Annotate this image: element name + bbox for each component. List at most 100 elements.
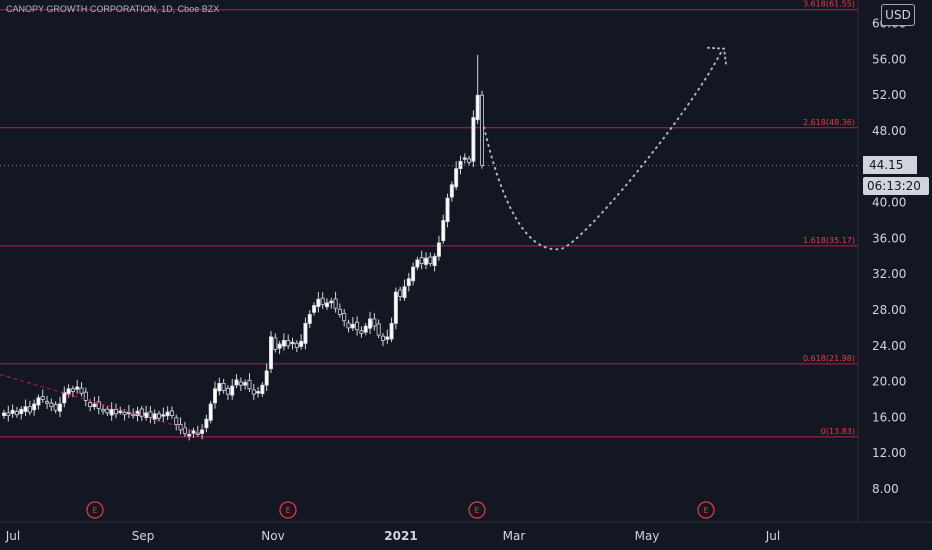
- price-tick-label: 40.00: [872, 196, 906, 210]
- candle-body: [247, 379, 252, 390]
- candle-body: [393, 291, 398, 324]
- candle-body: [135, 410, 140, 417]
- candle-body: [96, 401, 101, 409]
- candle-body: [428, 256, 433, 264]
- price-tick-label: 24.00: [872, 339, 906, 353]
- candle-body: [389, 323, 394, 340]
- candle-body: [169, 410, 174, 417]
- candle-body: [32, 403, 37, 411]
- candle-body: [268, 336, 273, 370]
- candle-body: [380, 335, 385, 341]
- candle-body: [294, 342, 299, 348]
- candle-body: [286, 340, 291, 347]
- candle-body: [27, 406, 32, 413]
- candle-body: [449, 184, 454, 198]
- candle-body: [45, 401, 50, 404]
- candle-body: [376, 323, 381, 336]
- candle-body: [230, 385, 235, 396]
- time-tick-label: 2021: [384, 529, 417, 543]
- candle-body: [424, 257, 429, 265]
- fib-label: 3.618(61.55): [803, 0, 855, 9]
- price-tick-label: 28.00: [872, 303, 906, 317]
- candle-body: [372, 318, 377, 327]
- price-tick-label: 8.00: [872, 482, 899, 496]
- earnings-marker[interactable]: E: [86, 501, 104, 519]
- candle-body: [10, 409, 15, 414]
- earnings-marker[interactable]: E: [697, 501, 715, 519]
- candle-body: [445, 197, 450, 222]
- candle-body: [256, 391, 261, 394]
- candle-body: [264, 370, 269, 386]
- price-tick-label: 48.00: [872, 124, 906, 138]
- candle-body: [161, 414, 166, 417]
- candle-body: [432, 255, 437, 267]
- candle-body: [355, 321, 360, 331]
- time-tick-label: Nov: [261, 529, 284, 543]
- candle-body: [217, 382, 222, 392]
- earnings-label: E: [474, 506, 479, 515]
- fib-label: 0(13.83): [821, 427, 855, 436]
- price-tick-label: 16.00: [872, 410, 906, 424]
- candle-body: [260, 384, 265, 394]
- candle-body: [144, 412, 149, 418]
- candle-body: [122, 411, 127, 416]
- candle-body: [398, 289, 403, 297]
- candle-body: [415, 259, 420, 268]
- price-tick-label: 36.00: [872, 231, 906, 245]
- candle-body: [441, 220, 446, 242]
- candle-body: [303, 323, 308, 344]
- earnings-label: E: [92, 506, 97, 515]
- candle-body: [83, 391, 88, 401]
- time-axis[interactable]: Jul Sep Nov 2021 Mar May Jul: [0, 521, 932, 543]
- earnings-marker[interactable]: E: [468, 501, 486, 519]
- fibonacci-levels: 3.618(61.55) 2.618(48.36) 1.618(35.17) 0.61…: [0, 0, 858, 438]
- price-tick-label: 52.00: [872, 88, 906, 102]
- chart-title: CANOPY GROWTH CORPORATION, 1D, Cboe BZX: [6, 4, 220, 14]
- time-tick-label: Jul: [5, 529, 20, 543]
- candle-body: [333, 298, 338, 309]
- candle-body: [337, 308, 342, 315]
- candle-body: [320, 297, 325, 306]
- candle-body: [346, 322, 351, 329]
- candle-body: [2, 412, 7, 417]
- price-tick-label: 20.00: [872, 375, 906, 389]
- candle-body: [467, 158, 472, 163]
- candle-body: [462, 157, 467, 160]
- candle-body: [19, 408, 24, 415]
- candle-body: [290, 341, 295, 345]
- earnings-label: E: [703, 506, 708, 515]
- price-tick-label: 56.00: [872, 52, 906, 66]
- candle-body: [174, 417, 179, 425]
- candle-body: [118, 410, 123, 414]
- candle-body: [101, 409, 106, 412]
- fib-label: 0.618(21.98): [803, 354, 855, 363]
- candle-body: [36, 397, 41, 406]
- candle-body: [324, 302, 329, 308]
- candle-body: [6, 412, 11, 417]
- candle-body: [88, 402, 93, 408]
- candle-body: [363, 325, 368, 333]
- candle-body: [402, 286, 407, 299]
- candle-body: [148, 411, 153, 418]
- price-axis[interactable]: 60.0056.0052.0048.0044.0040.0036.0032.00…: [857, 0, 906, 522]
- candle-body: [243, 382, 248, 386]
- candle-body: [191, 430, 196, 434]
- projection-path: [483, 46, 727, 251]
- candle-body: [221, 382, 226, 391]
- earnings-marker[interactable]: E: [279, 501, 297, 519]
- currency-button[interactable]: USD: [881, 4, 915, 26]
- candle-body: [281, 340, 286, 347]
- candle-body: [234, 379, 239, 386]
- fib-label: 2.618(48.36): [803, 118, 855, 127]
- candle-body: [238, 381, 243, 386]
- earnings-circle: [86, 501, 104, 519]
- candle-body: [454, 168, 459, 188]
- candle-body: [273, 337, 278, 350]
- candle-body: [187, 434, 192, 437]
- candle-body: [70, 388, 75, 392]
- candle-body: [157, 413, 162, 419]
- candle-body: [79, 387, 84, 394]
- time-tick-label: Sep: [132, 529, 155, 543]
